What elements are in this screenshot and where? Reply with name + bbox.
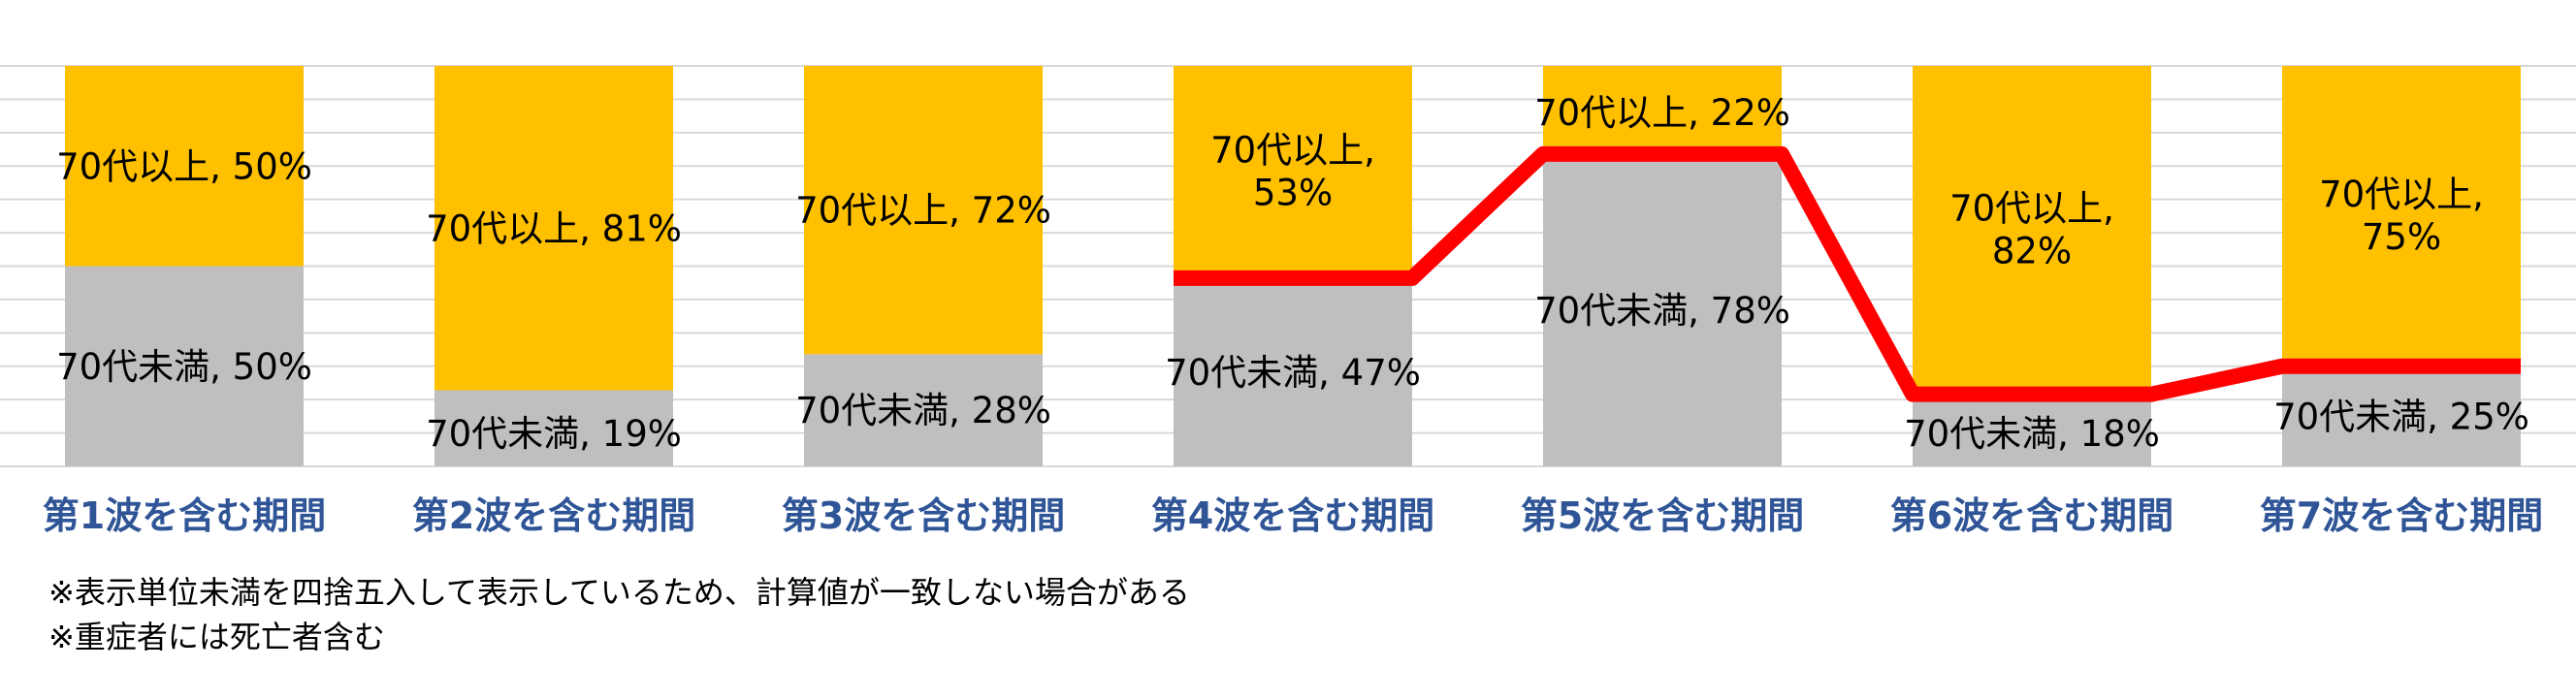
data-label-under70: 70代未満, 47% [1165, 352, 1421, 394]
bar-segment-70plus [2282, 66, 2521, 366]
bar-segment-under70 [2282, 366, 2521, 466]
data-label-70plus: 70代以上, 82% [1949, 187, 2114, 271]
bar-segment-70plus [804, 66, 1043, 355]
data-label-line: 70代以上, [1210, 129, 1375, 171]
data-label-line: 70代以上, [2319, 174, 2484, 215]
category-label: 第3波を含む期間 [782, 494, 1065, 537]
category-label: 第4波を含む期間 [1151, 494, 1434, 537]
bar-segment-70plus [1543, 66, 1782, 154]
bar-segment-under70 [1913, 394, 2151, 466]
data-label-under70: 70代未満, 28% [795, 390, 1051, 431]
data-label-70plus: 70代以上, 22% [1534, 92, 1790, 134]
category-labels: 第1波を含む期間 第2波を含む期間 第3波を含む期間 第4波を含む期間 第5波を含む期間… [43, 494, 2543, 537]
data-label-line: 75% [2362, 216, 2441, 258]
data-label-70plus: 70代以上, 81% [426, 207, 682, 249]
footnote-rounding: ※表示単位未満を四捨五入して表示しているため、計算値が一致しない場合がある [48, 574, 1190, 611]
bar-segment-under70 [65, 266, 304, 466]
data-label-line: 70代以上, [1949, 187, 2114, 229]
data-label-70plus: 70代以上, 75% [2319, 174, 2484, 258]
data-label-line: 53% [1253, 172, 1333, 213]
data-label-line: 82% [1992, 230, 2072, 271]
category-label: 第6波を含む期間 [1890, 494, 2174, 537]
bar-segment-70plus [1913, 66, 2151, 395]
category-label: 第2波を含む期間 [412, 494, 695, 537]
bar-segment-under70 [1174, 277, 1412, 466]
bar-segment-70plus [435, 66, 673, 391]
footnote-severe: ※重症者には死亡者含む [48, 619, 385, 655]
stacked-bar-chart: 70代未満, 50% 70代以上, 50% 70代未満, 19% 70代以上, 81%… [0, 65, 2576, 537]
data-label-70plus: 70代以上, 50% [56, 145, 312, 187]
category-label: 第1波を含む期間 [43, 494, 326, 537]
trend-line-path [1174, 145, 2521, 402]
bar-segment-under70 [435, 390, 673, 466]
bar-segment-70plus [1174, 66, 1412, 278]
data-labels: 70代未満, 50% 70代以上, 50% 70代未満, 19% 70代以上, 81%… [56, 92, 2529, 455]
bars [65, 66, 2521, 467]
data-label-under70: 70代未満, 25% [2273, 396, 2529, 437]
trend-line [1174, 145, 2521, 402]
footnotes: ※表示単位未満を四捨五入して表示しているため、計算値が一致しない場合がある ※重… [48, 570, 1190, 659]
bar-segment-under70 [1543, 153, 1782, 467]
data-label-under70: 70代未満, 50% [56, 346, 312, 388]
data-label-under70: 70代未満, 19% [426, 413, 682, 455]
bar-segment-under70 [804, 354, 1043, 466]
data-label-under70: 70代未満, 18% [1904, 413, 2160, 455]
data-label-under70: 70代未満, 78% [1534, 290, 1790, 332]
data-label-70plus: 70代以上, 72% [795, 190, 1051, 232]
data-label-70plus: 70代以上, 53% [1210, 129, 1375, 213]
category-label: 第5波を含む期間 [1521, 494, 1804, 537]
bar-segment-70plus [65, 66, 304, 267]
category-label: 第7波を含む期間 [2260, 494, 2543, 537]
